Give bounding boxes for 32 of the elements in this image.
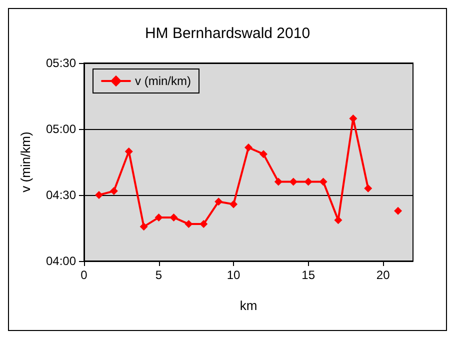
- y-tick-label: 04:00: [46, 254, 76, 268]
- point: [124, 147, 133, 156]
- point: [230, 200, 238, 208]
- chart-title: HM Bernhardswald 2010: [144, 25, 310, 42]
- point: [170, 213, 178, 222]
- legend-label: v (min/km): [135, 74, 191, 88]
- y-tick-label: 04:30: [46, 188, 76, 202]
- point: [259, 150, 268, 158]
- y-axis-title: v (min/km): [18, 132, 33, 192]
- x-axis-title: km: [240, 298, 258, 313]
- point: [394, 206, 402, 215]
- x-tick-label: 20: [376, 268, 390, 282]
- x-tick-label: 5: [155, 268, 162, 282]
- point: [349, 114, 358, 122]
- x-tick-label: 0: [80, 268, 88, 282]
- point: [304, 178, 312, 186]
- point: [94, 191, 103, 199]
- point: [214, 198, 223, 206]
- point: [184, 220, 193, 228]
- y-tick-label: 05:30: [46, 56, 76, 70]
- x-tick-label: 10: [226, 268, 241, 282]
- point: [110, 187, 118, 196]
- point: [154, 213, 163, 222]
- point: [319, 178, 328, 186]
- point: [364, 184, 372, 192]
- point: [289, 178, 298, 186]
- y-tick-label: 05:00: [46, 122, 76, 136]
- point: [274, 178, 282, 186]
- x-tick-label: 15: [302, 268, 316, 282]
- point: [200, 220, 208, 228]
- point: [244, 143, 252, 152]
- point: [140, 222, 148, 231]
